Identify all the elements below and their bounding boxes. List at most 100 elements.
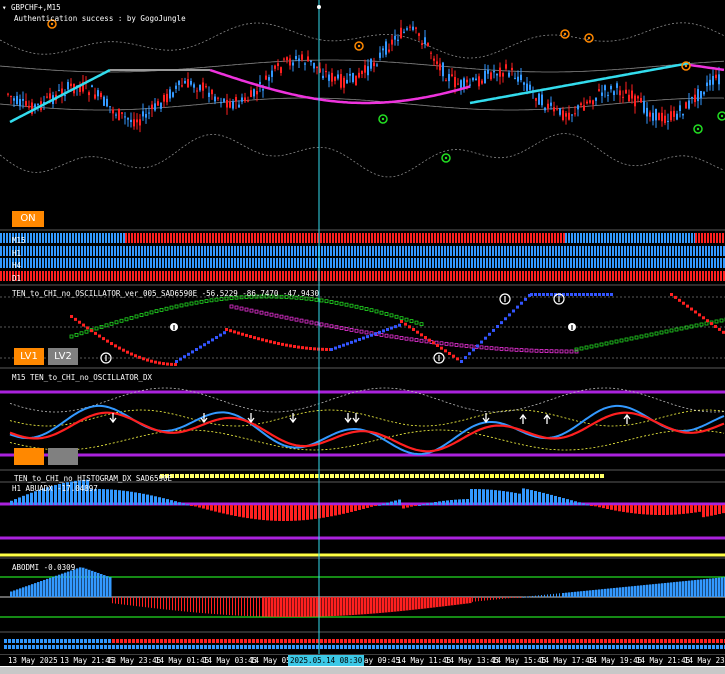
- osc-magenta-square: [489, 346, 494, 351]
- mtf-cell: [303, 258, 305, 268]
- mtf-cell: [527, 233, 529, 243]
- osc-green-square: [209, 298, 214, 303]
- mtf-cell: [174, 271, 176, 281]
- lv1-button[interactable]: LV1: [14, 348, 44, 365]
- dmi-histogram-bar: [424, 597, 427, 609]
- osc-magenta-square: [399, 336, 404, 340]
- bottom-signal-cell-top: [324, 639, 327, 643]
- bottom-signal-cell-bottom: [200, 645, 203, 649]
- bottom-signal-cell-top: [228, 639, 231, 643]
- mtf-cell: [231, 271, 233, 281]
- bottom-signal-cell-top: [292, 639, 295, 643]
- mtf-cell: [630, 271, 632, 281]
- mtf-cell: [275, 233, 277, 243]
- osc-green-square: [144, 311, 149, 316]
- osc-blue-dot: [574, 293, 577, 296]
- mtf-cell: [186, 271, 188, 281]
- mtf-cell: [99, 258, 101, 268]
- mtf-cell: [537, 258, 539, 268]
- signal-circle: [560, 29, 570, 39]
- bottom-signal-cell-bottom: [708, 645, 711, 649]
- bottom-signal-cell-top: [340, 639, 343, 643]
- osc-green-square: [69, 334, 74, 339]
- osc-blue-dot: [530, 293, 533, 296]
- osc-red-dot: [702, 316, 705, 320]
- adx-histogram-bar: [82, 479, 85, 505]
- mtf-cell: [339, 258, 341, 268]
- dmi-histogram-bar: [520, 597, 521, 598]
- mtf-cell: [315, 271, 317, 281]
- osc-blue-dot: [199, 345, 202, 349]
- mtf-cell: [498, 246, 500, 256]
- adx-histogram-bar: [326, 505, 329, 518]
- bottom-signal-cell-top: [408, 639, 411, 643]
- adx-histogram-bar: [46, 487, 49, 505]
- osc-green-square: [384, 312, 389, 316]
- hist-signal-square: [460, 474, 464, 478]
- mtf-cell: [105, 258, 107, 268]
- mtf-cell: [66, 233, 68, 243]
- mtf-cell: [176, 233, 178, 243]
- bottom-signal-cell-bottom: [292, 645, 295, 649]
- dmi-histogram-bar: [496, 597, 497, 600]
- mtf-cell: [201, 258, 203, 268]
- bottom-signal-cell-top: [500, 639, 503, 643]
- on-button[interactable]: ON: [12, 211, 44, 227]
- mtf-cell: [36, 233, 38, 243]
- candle-body: [196, 90, 198, 92]
- osc-green-square: [594, 343, 599, 348]
- dx-arrow-down: [247, 413, 255, 424]
- bottom-signal-cell-bottom: [100, 645, 103, 649]
- dmi-histogram-bar: [640, 585, 643, 597]
- mtf-cell: [486, 258, 488, 268]
- bottom-signal-cell-bottom: [48, 645, 51, 649]
- bottom-signal-cell-top: [616, 639, 619, 643]
- chart-canvas[interactable]: [0, 0, 725, 654]
- dx-level-button-orange[interactable]: [14, 448, 44, 465]
- mtf-cell: [198, 246, 200, 256]
- mtf-cell: [303, 246, 305, 256]
- dx-level-button-gray[interactable]: [48, 448, 78, 465]
- mtf-cell: [27, 233, 29, 243]
- lv2-button[interactable]: LV2: [48, 348, 78, 365]
- candle-body: [283, 58, 285, 60]
- bottom-signal-cell-top: [632, 639, 635, 643]
- mtf-cell: [204, 258, 206, 268]
- dmi-histogram-bar: [244, 597, 245, 616]
- mtf-cell: [360, 258, 362, 268]
- dmi-histogram-bar: [379, 597, 382, 613]
- signal-dot: [444, 156, 448, 160]
- mtf-cell: [162, 246, 164, 256]
- bottom-signal-cell-top: [588, 639, 591, 643]
- bottom-signal-cell-top: [172, 639, 175, 643]
- mtf-cell: [249, 246, 251, 256]
- bottom-signal-cell-bottom: [228, 645, 231, 649]
- mtf-cell: [195, 271, 197, 281]
- mtf-cell: [167, 233, 169, 243]
- lower-band: [0, 133, 725, 178]
- dmi-histogram-bar: [22, 587, 25, 597]
- hist-signal-square: [435, 474, 439, 478]
- osc-red-dot: [94, 331, 97, 335]
- ma-line-recovering: [469, 61, 691, 105]
- candle-body: [709, 79, 711, 86]
- mtf-cell: [348, 271, 350, 281]
- osc-red-dot: [448, 352, 451, 355]
- adx-histogram-bar: [614, 505, 617, 511]
- adx-histogram-bar: [498, 490, 501, 505]
- mtf-cell: [218, 233, 220, 243]
- mtf-cell: [222, 246, 224, 256]
- mtf-cell: [48, 233, 50, 243]
- mtf-cell: [404, 233, 406, 243]
- mtf-cell: [696, 258, 698, 268]
- mtf-cell: [633, 271, 635, 281]
- adx-histogram-bar: [178, 502, 181, 505]
- osc-red-dot: [257, 337, 260, 341]
- osc-red-dot: [686, 304, 689, 308]
- bottom-signal-cell-bottom: [8, 645, 11, 649]
- mtf-cell: [171, 258, 173, 268]
- mtf-cell: [525, 258, 527, 268]
- hist-signal-square: [375, 474, 379, 478]
- mtf-cell: [78, 246, 80, 256]
